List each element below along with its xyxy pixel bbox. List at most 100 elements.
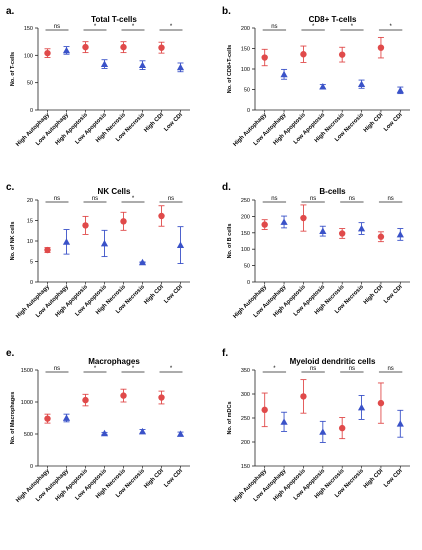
y-tick-label: 0 bbox=[30, 464, 33, 470]
x-tick-label: High CDI bbox=[143, 468, 165, 490]
significance-label: * bbox=[351, 24, 354, 30]
x-tick-label: High CDI bbox=[363, 284, 385, 306]
y-tick-label: 5 bbox=[30, 260, 33, 266]
panel-title: NK Cells bbox=[98, 187, 131, 196]
data-point-triangle bbox=[176, 430, 185, 437]
x-tick-label: High Autophagy bbox=[232, 284, 268, 320]
data-point-triangle bbox=[319, 428, 327, 435]
panel-1: b. CD8+ T-cells 0 50 100 150 200 No. of CD8+T-c… bbox=[222, 6, 410, 148]
x-tick-label: Low CDI bbox=[163, 112, 184, 133]
significance-label: ns bbox=[168, 196, 174, 202]
data-point-triangle bbox=[176, 63, 185, 71]
data-point-triangle bbox=[357, 80, 366, 88]
data-point-circle bbox=[44, 246, 51, 254]
data-point-circle bbox=[261, 221, 268, 228]
y-axis-label: No. of NK cells bbox=[10, 222, 16, 261]
x-tick-label: Low Autophagy bbox=[35, 112, 70, 147]
significance-label: ns bbox=[92, 196, 98, 202]
data-point-triangle bbox=[319, 227, 327, 235]
significance-label: * bbox=[132, 196, 135, 202]
significance-label: * bbox=[94, 366, 97, 372]
data-point-triangle bbox=[280, 70, 288, 78]
data-point-circle bbox=[120, 392, 127, 399]
y-tick-label: 100 bbox=[241, 247, 250, 253]
panel-3: d. B-cells 0 50 100 150 200 250 No. of B cells Hi… bbox=[222, 182, 410, 320]
data-point-circle bbox=[158, 212, 165, 220]
data-point-circle bbox=[338, 424, 346, 432]
significance-label: ns bbox=[54, 24, 60, 30]
data-point-circle bbox=[300, 51, 307, 58]
panel-title: Total T-cells bbox=[91, 15, 137, 24]
y-axis-label: No. of mDCs bbox=[227, 402, 233, 435]
data-point-triangle bbox=[357, 403, 366, 411]
y-tick-label: 1000 bbox=[21, 400, 33, 406]
y-tick-label: 150 bbox=[241, 47, 250, 53]
data-point-triangle bbox=[396, 86, 404, 94]
y-tick-label: 15 bbox=[27, 219, 33, 225]
y-tick-label: 100 bbox=[241, 67, 250, 73]
x-tick-label: Low CDI bbox=[163, 284, 184, 305]
panel-title: Macrophages bbox=[88, 357, 140, 366]
y-tick-label: 0 bbox=[247, 280, 250, 286]
y-tick-label: 1500 bbox=[21, 368, 33, 374]
data-point-triangle bbox=[280, 418, 288, 425]
data-point-circle bbox=[120, 218, 127, 225]
x-tick-label: High CDI bbox=[363, 112, 385, 134]
significance-label: * bbox=[170, 366, 173, 372]
panel-title: Myeloid dendritic cells bbox=[290, 357, 376, 366]
data-point-circle bbox=[120, 43, 127, 51]
x-tick-label: High Autophagy bbox=[15, 468, 51, 504]
data-point-circle bbox=[300, 214, 307, 222]
significance-label: ns bbox=[271, 196, 277, 202]
data-point-triangle bbox=[319, 83, 327, 90]
y-tick-label: 250 bbox=[241, 198, 250, 204]
data-point-circle bbox=[82, 43, 89, 51]
data-point-circle bbox=[338, 51, 346, 58]
data-point-circle bbox=[377, 44, 385, 51]
panel-label: a. bbox=[6, 6, 15, 17]
panel-title: B-cells bbox=[319, 187, 346, 196]
data-point-triangle bbox=[100, 429, 109, 437]
y-axis-label: No. of T-cells bbox=[10, 52, 16, 86]
y-tick-label: 200 bbox=[241, 214, 250, 220]
panel-0: a. Total T-cells 0 50 100 150 No. of T-cells Hi… bbox=[6, 6, 190, 148]
data-point-circle bbox=[82, 396, 89, 404]
data-point-circle bbox=[300, 393, 307, 400]
panel-label: c. bbox=[6, 182, 15, 193]
data-point-triangle bbox=[62, 46, 71, 54]
y-tick-label: 50 bbox=[244, 264, 250, 270]
y-tick-label: 0 bbox=[247, 108, 250, 114]
x-tick-label: Low CDI bbox=[163, 468, 184, 489]
data-point-circle bbox=[377, 399, 385, 407]
y-tick-label: 300 bbox=[241, 392, 250, 398]
y-tick-label: 100 bbox=[24, 53, 33, 59]
significance-label: ns bbox=[349, 366, 355, 372]
y-tick-label: 0 bbox=[30, 108, 33, 114]
data-point-triangle bbox=[396, 420, 404, 427]
data-point-triangle bbox=[62, 414, 71, 421]
x-tick-label: Low CDI bbox=[383, 468, 404, 489]
panel-label: e. bbox=[6, 348, 15, 359]
significance-label: * bbox=[170, 24, 173, 30]
significance-label: ns bbox=[271, 24, 277, 30]
data-point-triangle bbox=[138, 427, 147, 435]
data-point-triangle bbox=[100, 60, 109, 67]
data-point-triangle bbox=[280, 218, 288, 225]
x-tick-label: High CDI bbox=[143, 112, 165, 134]
y-tick-label: 350 bbox=[241, 368, 250, 374]
y-tick-label: 10 bbox=[27, 239, 33, 245]
panel-label: d. bbox=[222, 182, 231, 193]
x-tick-label: High Autophagy bbox=[15, 284, 51, 320]
significance-label: * bbox=[132, 366, 135, 372]
x-tick-label: High CDI bbox=[143, 284, 165, 306]
significance-label: ns bbox=[387, 196, 393, 202]
significance-label: * bbox=[389, 24, 392, 30]
y-tick-label: 20 bbox=[27, 198, 33, 204]
y-axis-label: No. of CD8+T-cells bbox=[227, 45, 233, 93]
data-point-triangle bbox=[62, 238, 71, 245]
y-tick-label: 50 bbox=[244, 88, 250, 94]
panel-5: f. Myeloid dendritic cells 150 200 250 300 350… bbox=[222, 348, 410, 504]
x-tick-label: Low Autophagy bbox=[35, 468, 70, 503]
significance-label: * bbox=[94, 24, 97, 30]
